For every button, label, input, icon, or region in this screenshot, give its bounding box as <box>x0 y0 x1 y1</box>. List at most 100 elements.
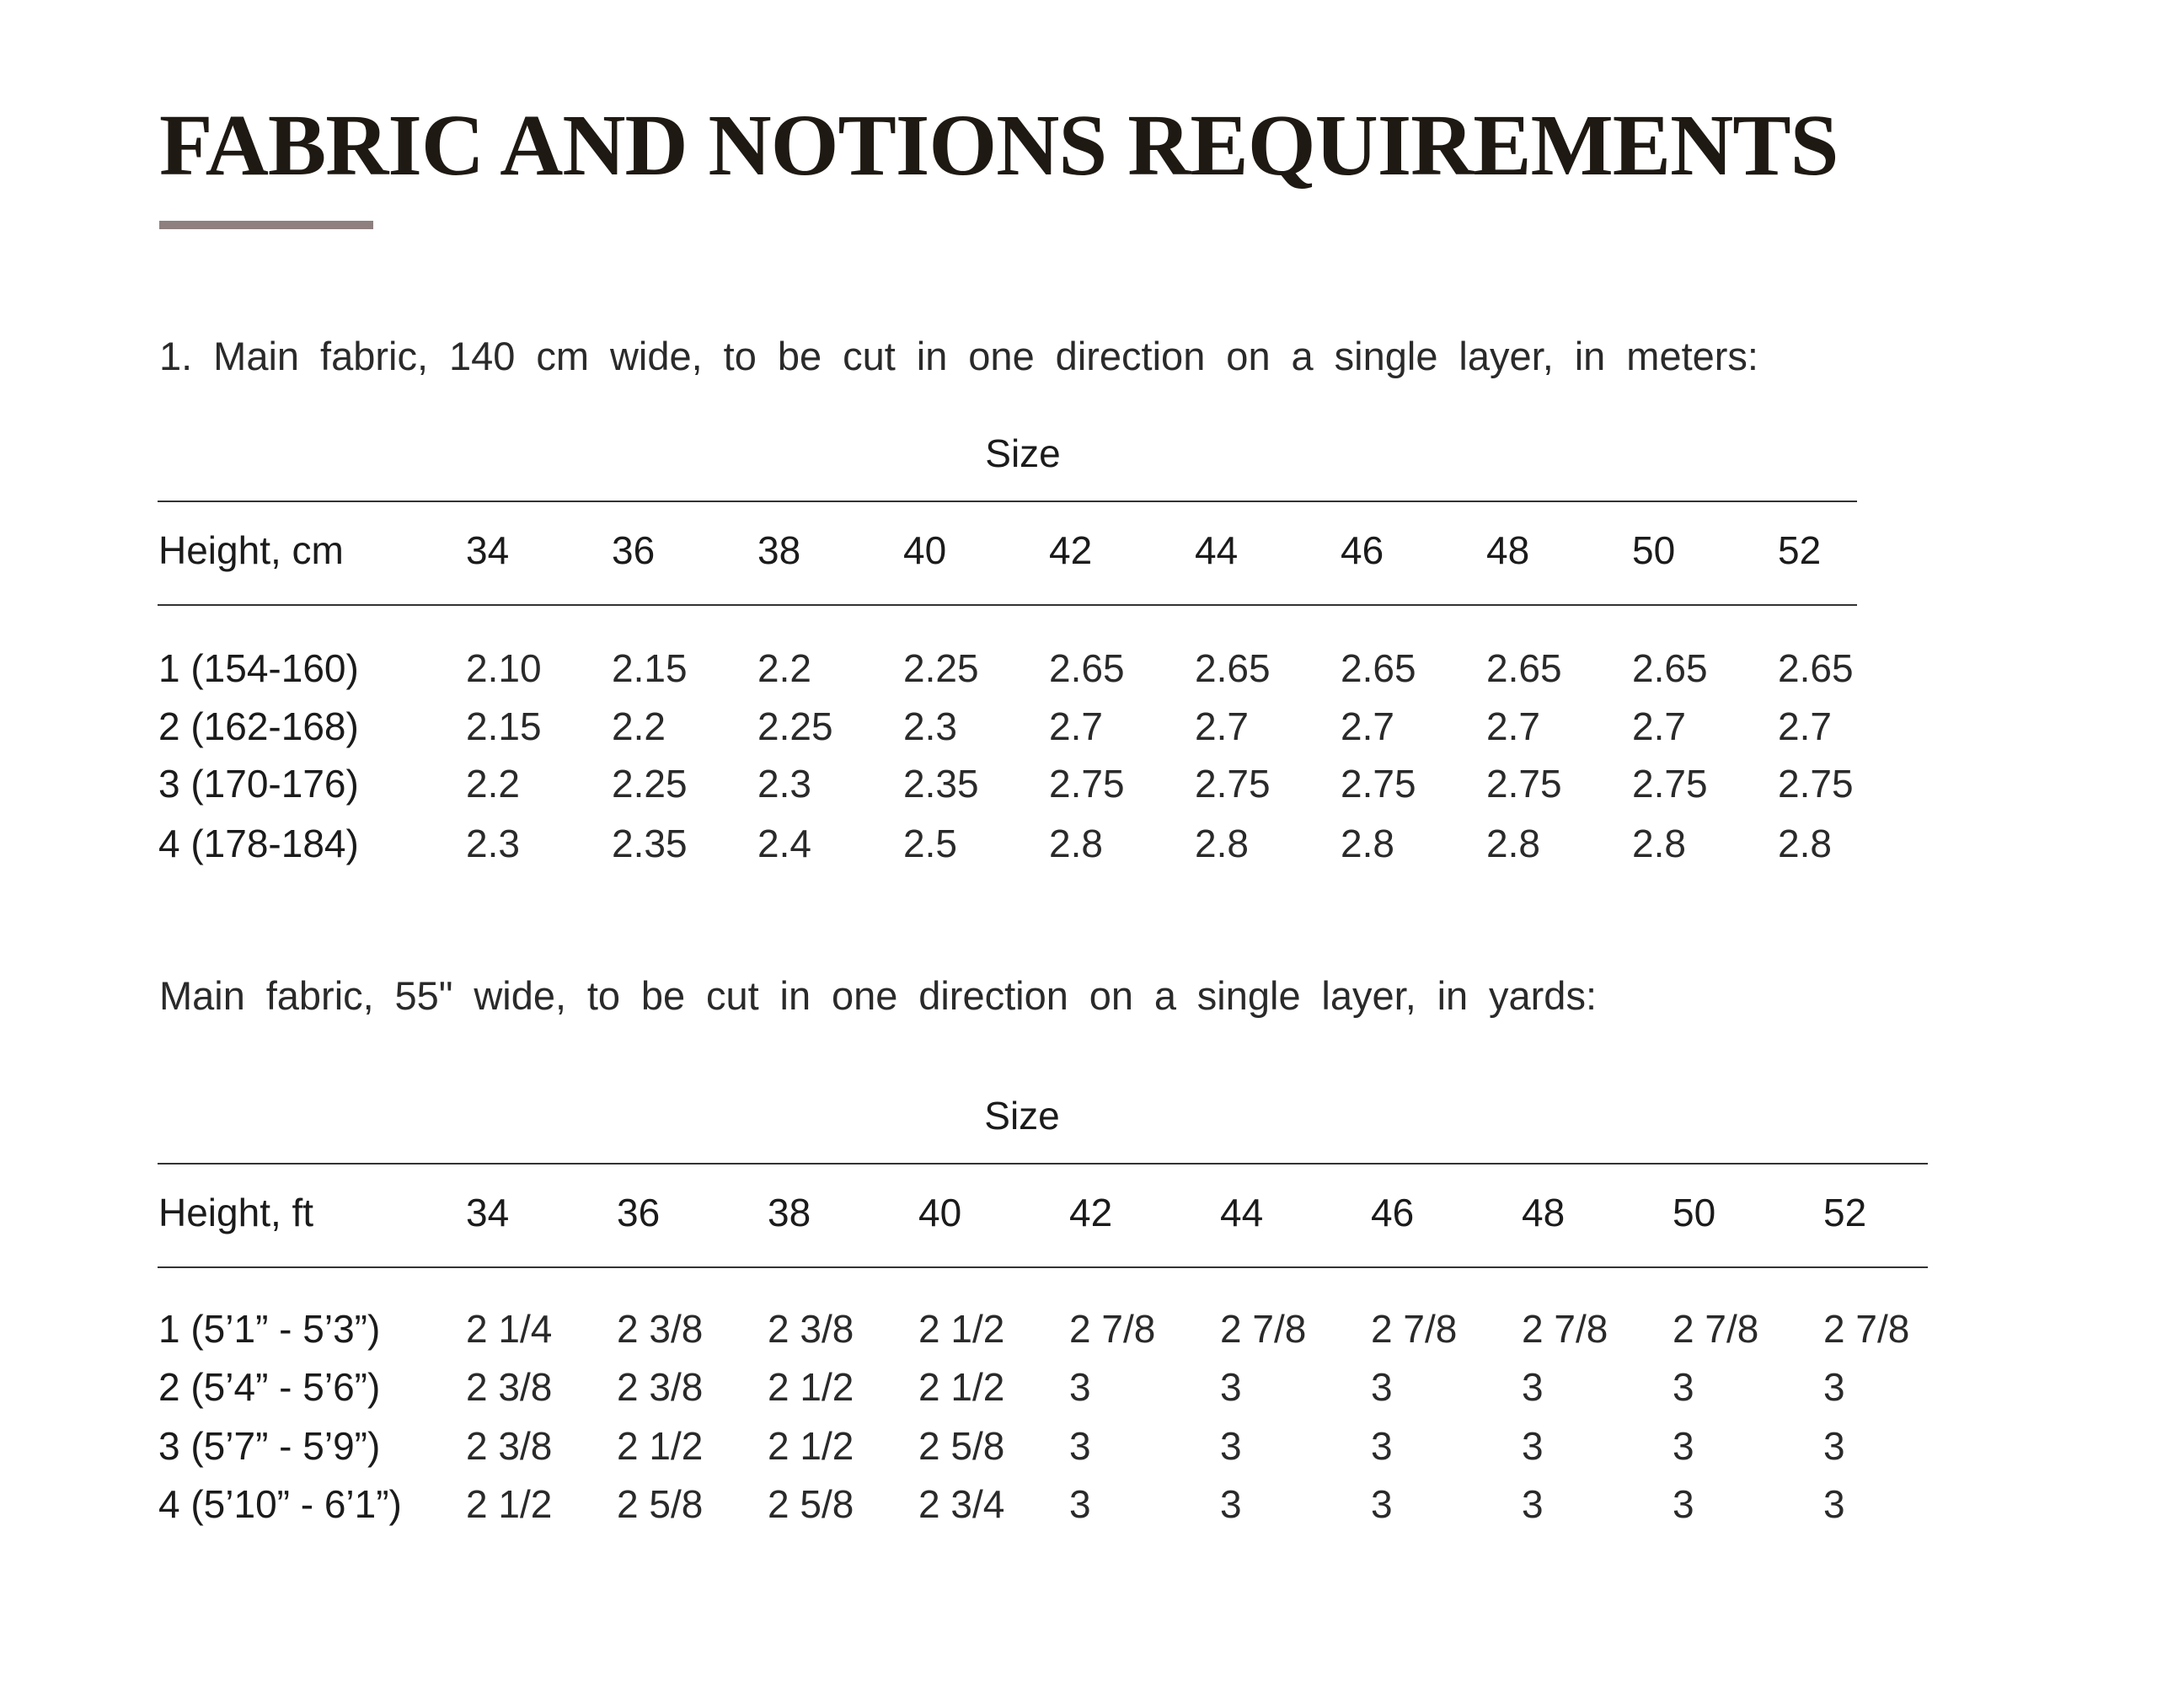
table-rule-top <box>158 1163 1928 1165</box>
fabric-amount-cell: 2.2 <box>757 646 811 690</box>
size-column-header: 50 <box>1673 1191 1716 1234</box>
fabric-amount-cell: 2 1/4 <box>466 1307 553 1351</box>
height-row-label: 1 (5’1” - 5’3”) <box>158 1307 381 1351</box>
table-rule-header <box>158 1266 1928 1268</box>
fabric-amount-cell: 2 7/8 <box>1220 1307 1307 1351</box>
size-column-header: 40 <box>903 528 947 572</box>
fabric-amount-cell: 3 <box>1069 1365 1091 1409</box>
fabric-amount-cell: 2.75 <box>1341 762 1416 806</box>
fabric-amount-cell: 3 <box>1522 1365 1544 1409</box>
fabric-amount-cell: 2.75 <box>1486 762 1562 806</box>
fabric-amount-cell: 2 3/4 <box>918 1482 1005 1526</box>
fabric-amount-cell: 2 1/2 <box>617 1424 704 1468</box>
fabric-amount-cell: 2 7/8 <box>1522 1307 1608 1351</box>
fabric-amount-cell: 2 3/8 <box>617 1365 704 1409</box>
fabric-amount-cell: 2 3/8 <box>768 1307 854 1351</box>
fabric-amount-cell: 2 1/2 <box>918 1365 1005 1409</box>
table-1-caption: 1. Main fabric, 140 cm wide, to be cut i… <box>159 334 1758 378</box>
fabric-amount-cell: 2 7/8 <box>1823 1307 1910 1351</box>
row-header-label: Height, ft <box>158 1191 314 1234</box>
fabric-amount-cell: 2.65 <box>1049 646 1125 690</box>
fabric-amount-cell: 2 7/8 <box>1371 1307 1458 1351</box>
fabric-amount-cell: 2.8 <box>1778 822 1832 865</box>
size-column-header: 48 <box>1486 528 1530 572</box>
fabric-amount-cell: 3 <box>1220 1482 1242 1526</box>
fabric-amount-cell: 2.8 <box>1341 822 1394 865</box>
fabric-amount-cell: 2.3 <box>903 704 957 748</box>
fabric-amount-cell: 3 <box>1069 1482 1091 1526</box>
size-column-header: 38 <box>768 1191 811 1234</box>
fabric-amount-cell: 2 1/2 <box>466 1482 553 1526</box>
fabric-amount-cell: 2.35 <box>612 822 688 865</box>
fabric-amount-cell: 2 3/8 <box>466 1365 553 1409</box>
table-2-caption: Main fabric, 55" wide, to be cut in one … <box>159 973 1597 1018</box>
fabric-amount-cell: 3 <box>1673 1365 1694 1409</box>
fabric-amount-cell: 2.3 <box>757 762 811 806</box>
fabric-amount-cell: 2 3/8 <box>617 1307 704 1351</box>
fabric-amount-cell: 2 7/8 <box>1069 1307 1156 1351</box>
size-column-header: 34 <box>466 1191 510 1234</box>
fabric-amount-cell: 2.7 <box>1632 704 1686 748</box>
size-column-header: 44 <box>1195 528 1239 572</box>
size-column-header: 36 <box>617 1191 661 1234</box>
size-column-header: 44 <box>1220 1191 1264 1234</box>
fabric-amount-cell: 2.35 <box>903 762 979 806</box>
fabric-amount-cell: 2.7 <box>1341 704 1394 748</box>
fabric-amount-cell: 2 1/2 <box>768 1365 854 1409</box>
fabric-amount-cell: 2 1/2 <box>918 1307 1005 1351</box>
fabric-amount-cell: 2 7/8 <box>1673 1307 1759 1351</box>
height-row-label: 3 (170-176) <box>158 762 359 806</box>
fabric-amount-cell: 3 <box>1823 1424 1845 1468</box>
size-column-header: 46 <box>1371 1191 1415 1234</box>
fabric-amount-cell: 2.75 <box>1778 762 1854 806</box>
table-rule-top <box>158 501 1857 502</box>
size-column-header: 38 <box>757 528 801 572</box>
fabric-amount-cell: 2.7 <box>1486 704 1540 748</box>
fabric-amount-cell: 2.25 <box>612 762 688 806</box>
size-column-header: 42 <box>1049 528 1093 572</box>
fabric-amount-cell: 2 5/8 <box>918 1424 1005 1468</box>
fabric-amount-cell: 2.7 <box>1195 704 1249 748</box>
fabric-amount-cell: 2.8 <box>1486 822 1540 865</box>
fabric-amount-cell: 2.75 <box>1632 762 1708 806</box>
fabric-amount-cell: 2.65 <box>1486 646 1562 690</box>
fabric-amount-cell: 2.8 <box>1195 822 1249 865</box>
fabric-amount-cell: 2.2 <box>466 762 520 806</box>
fabric-amount-cell: 2 5/8 <box>617 1482 704 1526</box>
table-rule-header <box>158 604 1857 606</box>
height-row-label: 4 (178-184) <box>158 822 359 865</box>
fabric-amount-cell: 2.5 <box>903 822 957 865</box>
height-row-label: 2 (162-168) <box>158 704 359 748</box>
fabric-amount-cell: 3 <box>1220 1365 1242 1409</box>
fabric-amount-cell: 3 <box>1522 1424 1544 1468</box>
fabric-amount-cell: 2.65 <box>1632 646 1708 690</box>
fabric-amount-cell: 2.75 <box>1195 762 1271 806</box>
fabric-amount-cell: 3 <box>1371 1482 1393 1526</box>
fabric-amount-cell: 2.8 <box>1049 822 1103 865</box>
title-underline <box>159 221 373 229</box>
size-label: Size <box>984 1094 1060 1138</box>
fabric-amount-cell: 2 5/8 <box>768 1482 854 1526</box>
fabric-amount-cell: 3 <box>1371 1365 1393 1409</box>
size-column-header: 52 <box>1823 1191 1867 1234</box>
fabric-amount-cell: 2.7 <box>1778 704 1832 748</box>
size-column-header: 36 <box>612 528 656 572</box>
fabric-amount-cell: 2.65 <box>1195 646 1271 690</box>
fabric-amount-cell: 2.4 <box>757 822 811 865</box>
row-header-label: Height, cm <box>158 528 344 572</box>
fabric-amount-cell: 2 3/8 <box>466 1424 553 1468</box>
size-column-header: 50 <box>1632 528 1676 572</box>
fabric-amount-cell: 3 <box>1069 1424 1091 1468</box>
height-row-label: 4 (5’10” - 6’1”) <box>158 1482 402 1526</box>
fabric-amount-cell: 2.7 <box>1049 704 1103 748</box>
size-column-header: 42 <box>1069 1191 1113 1234</box>
page-title: FABRIC AND NOTIONS REQUIREMENTS <box>159 97 1839 194</box>
fabric-amount-cell: 3 <box>1823 1365 1845 1409</box>
fabric-amount-cell: 3 <box>1673 1424 1694 1468</box>
fabric-amount-cell: 2.15 <box>466 704 542 748</box>
fabric-amount-cell: 2.25 <box>757 704 833 748</box>
fabric-amount-cell: 2.2 <box>612 704 666 748</box>
fabric-amount-cell: 2.3 <box>466 822 520 865</box>
size-column-header: 52 <box>1778 528 1822 572</box>
fabric-amount-cell: 3 <box>1823 1482 1845 1526</box>
